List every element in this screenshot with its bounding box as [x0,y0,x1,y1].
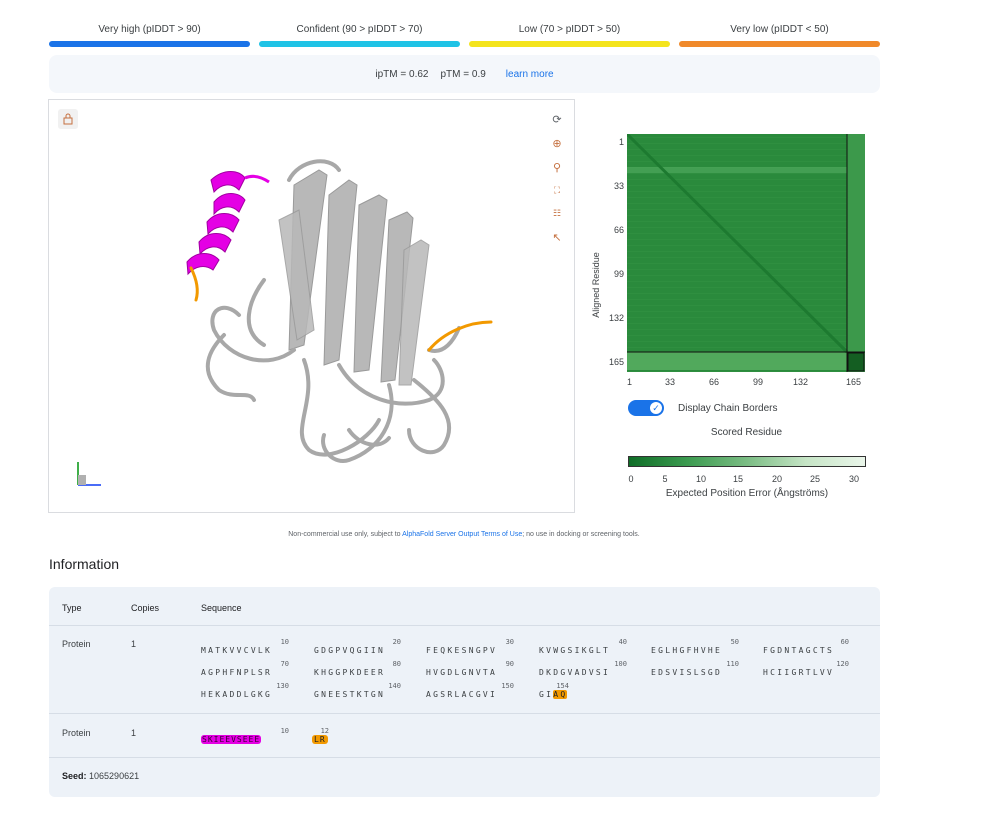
ptm-value: pTM = 0.9 [440,68,486,80]
learn-more-link[interactable]: learn more [505,68,554,80]
x-tick: 132 [793,377,809,387]
y-tick: 66 [614,225,625,235]
protein-structure-render [77,159,493,486]
seed-value: 1065290621 [89,771,140,781]
information-heading: Information [49,556,120,572]
divider [49,625,880,626]
iptm-value: ipTM = 0.62 [375,68,429,80]
divider [49,757,880,758]
y-tick: 33 [614,181,625,191]
colorbar-tick: 20 [771,474,783,484]
terms-notice: Non-commercial use only, subject to Alph… [288,531,640,538]
pae-colorbar [628,456,866,467]
x-tick: 99 [753,377,764,387]
row2-type: Protein [62,728,91,738]
x-tick: 165 [846,377,862,387]
zoom-icon[interactable]: ⚲ [552,161,562,174]
y-tick: 99 [614,269,625,279]
chain-borders-label: Display Chain Borders [678,403,778,414]
rotate-icon[interactable]: ⟳ [552,113,562,126]
y-tick: 132 [609,313,625,323]
metrics-bar: ipTM = 0.62 pTM = 0.9 learn more [49,55,880,93]
check-icon: ✓ [650,402,662,414]
colorbar-tick: 0 [628,474,634,484]
legend-low: Low (70 > pIDDT > 50) [469,24,670,47]
chain-borders-toggle[interactable]: ✓ [628,400,664,416]
fullscreen-icon[interactable]: ⛶ [553,184,561,195]
row1-copies: 1 [131,639,137,649]
x-tick: 33 [665,377,676,387]
legend-bar [49,41,250,47]
header-sequence: Sequence [201,603,242,613]
colorbar-tick: 15 [732,474,744,484]
lock-icon[interactable] [58,109,78,129]
legend-bar [259,41,460,47]
structure-viewer[interactable]: ⟳ ⊕ ⚲ ⛶ ☷ ↖ [48,99,575,513]
cursor-icon[interactable]: ↖ [552,231,562,244]
legend-confident: Confident (90 > pIDDT > 70) [259,24,460,47]
row2-sequence-tail: LR [312,735,328,744]
x-tick: 1 [627,377,633,387]
row2-num: 10 [280,727,289,735]
pae-heatmap [627,134,865,372]
seed-info: Seed: 1065290621 [62,771,140,781]
x-axis-label: Scored Residue [710,427,783,438]
information-table: Type Copies Sequence Protein 1 10 20 30 … [49,587,880,797]
y-tick: 1 [619,137,625,147]
y-tick: 165 [609,357,625,367]
tune-icon[interactable]: ☷ [552,207,562,218]
terms-link[interactable]: AlphaFold Server Output Terms of Use [402,531,523,538]
row2-num: 12 [320,727,329,735]
colorbar-title: Expected Position Error (Ångströms) [665,488,829,499]
header-copies: Copies [131,603,160,613]
legend-very-low: Very low (pIDDT < 50) [679,24,880,47]
colorbar-tick: 5 [662,474,668,484]
legend-bar [679,41,880,47]
header-type: Type [62,603,82,613]
colorbar-tick: 10 [695,474,707,484]
colorbar-tick: 25 [809,474,821,484]
low-confidence-residues: AQ [553,690,568,699]
row1-type: Protein [62,639,91,649]
x-tick: 66 [709,377,720,387]
y-axis-label: Aligned Residue [591,252,601,318]
row2-copies: 1 [131,728,137,738]
legend-very-high: Very high (pIDDT > 90) [49,24,250,47]
divider [49,713,880,714]
target-icon[interactable]: ⊕ [552,137,562,150]
legend-bar [469,41,670,47]
plddt-legend: Very high (pIDDT > 90) Confident (90 > p… [49,24,880,47]
row2-sequence: SKIEEVSEEE [201,735,262,744]
colorbar-tick: 30 [848,474,860,484]
